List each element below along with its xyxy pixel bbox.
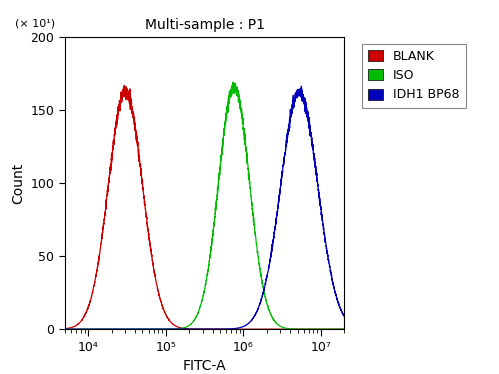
IDH1 BP68 — [181, 327, 187, 331]
BLANK — [341, 327, 347, 331]
Text: (× 10¹): (× 10¹) — [14, 19, 55, 29]
ISO — [169, 327, 175, 331]
Line: BLANK: BLANK — [65, 86, 344, 329]
Line: ISO: ISO — [65, 82, 344, 329]
BLANK — [336, 327, 342, 331]
IDH1 BP68 — [169, 327, 175, 331]
Y-axis label: Count: Count — [11, 163, 25, 204]
Legend: BLANK, ISO, IDH1 BP68: BLANK, ISO, IDH1 BP68 — [362, 44, 466, 108]
ISO — [181, 325, 187, 330]
BLANK — [62, 327, 68, 331]
ISO — [110, 327, 116, 331]
IDH1 BP68 — [110, 327, 116, 331]
Title: Multi-sample : P1: Multi-sample : P1 — [145, 18, 264, 32]
IDH1 BP68 — [306, 122, 312, 126]
ISO — [306, 327, 312, 331]
ISO — [336, 327, 342, 331]
BLANK — [169, 321, 175, 326]
IDH1 BP68 — [336, 303, 342, 307]
BLANK — [306, 327, 312, 331]
IDH1 BP68 — [94, 327, 100, 331]
BLANK — [110, 138, 116, 143]
BLANK — [181, 326, 187, 331]
BLANK — [94, 269, 100, 273]
X-axis label: FITC-A: FITC-A — [183, 359, 227, 374]
ISO — [62, 327, 68, 331]
BLANK — [121, 83, 127, 88]
ISO — [341, 327, 347, 331]
IDH1 BP68 — [341, 315, 347, 319]
ISO — [94, 327, 100, 331]
Line: IDH1 BP68: IDH1 BP68 — [65, 86, 344, 329]
ISO — [231, 80, 237, 85]
IDH1 BP68 — [62, 327, 68, 331]
IDH1 BP68 — [298, 84, 304, 88]
